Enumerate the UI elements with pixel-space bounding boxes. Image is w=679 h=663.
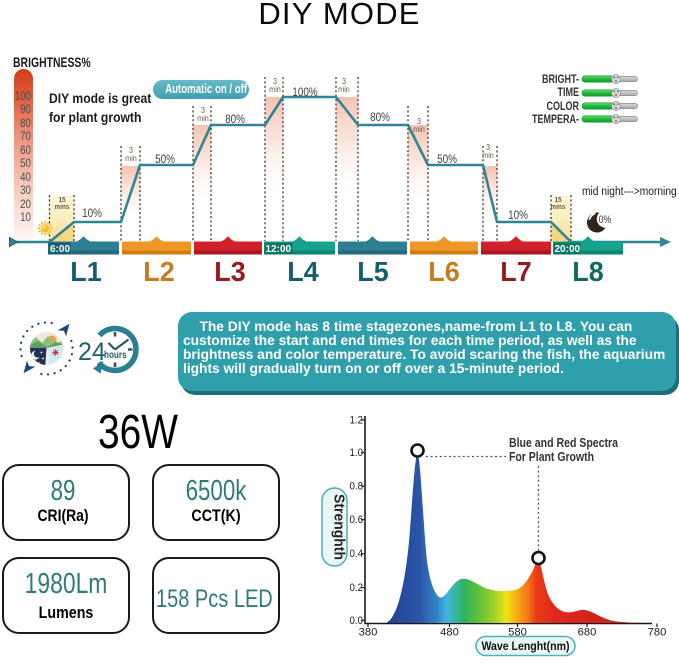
- svg-text:780: 780: [648, 627, 667, 639]
- svg-text:6:00: 6:00: [50, 244, 70, 255]
- svg-text:1.2: 1.2: [350, 415, 364, 427]
- svg-text:0.8: 0.8: [350, 481, 364, 493]
- svg-text:480: 480: [440, 627, 459, 639]
- svg-text:580: 580: [508, 627, 527, 639]
- svg-text:Strenghth: Strenghth: [331, 494, 348, 560]
- svg-text:1.0: 1.0: [350, 447, 364, 459]
- svg-text:380: 380: [359, 627, 378, 639]
- svg-text:12:00: 12:00: [266, 244, 292, 255]
- svg-text:Blue and Red Spectra: Blue and Red Spectra: [509, 436, 619, 450]
- svg-text:680: 680: [578, 627, 597, 639]
- svg-text:0.4: 0.4: [350, 548, 364, 560]
- svg-text:0.6: 0.6: [350, 514, 364, 526]
- svg-text:20:00: 20:00: [555, 244, 581, 255]
- svg-text:For Plant Growth: For Plant Growth: [509, 450, 594, 464]
- svg-text:0.2: 0.2: [350, 582, 364, 594]
- svg-text:0.0: 0.0: [350, 615, 364, 627]
- svg-text:Wave Lenght(nm): Wave Lenght(nm): [482, 639, 570, 653]
